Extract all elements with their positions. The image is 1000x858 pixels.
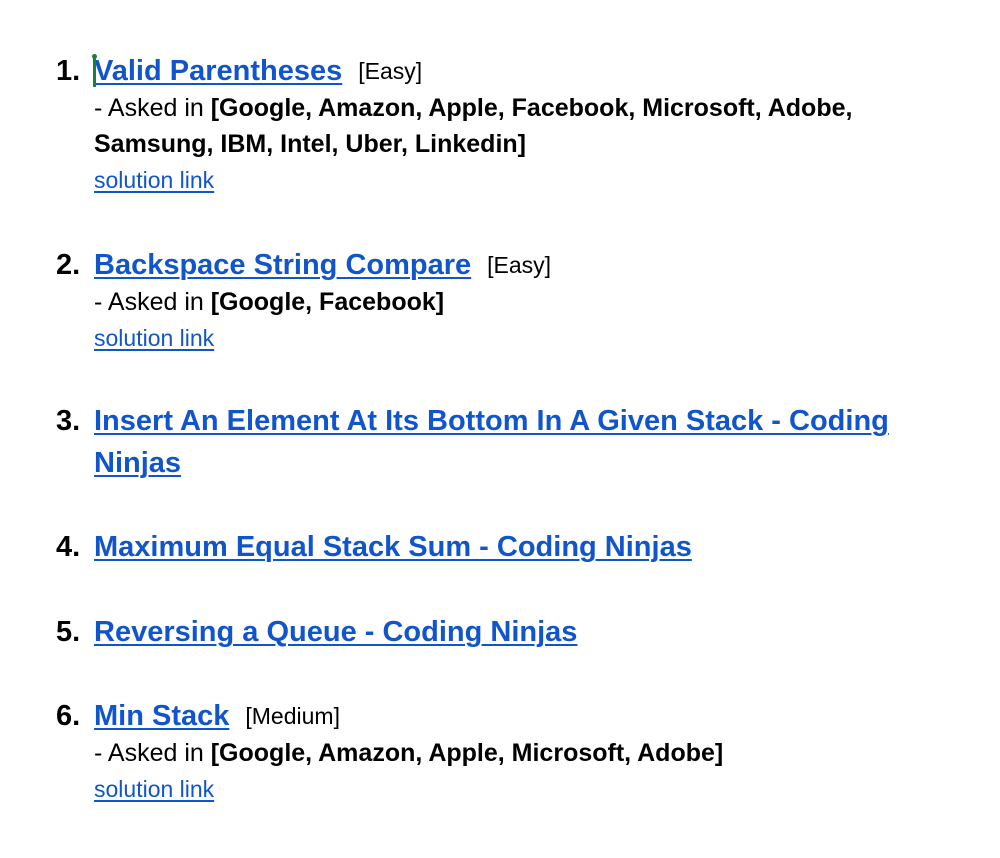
- list-number: 2.: [56, 249, 81, 281]
- list-number: 6.: [56, 700, 81, 732]
- list-number: 4.: [56, 531, 81, 563]
- list-number: 1.: [56, 55, 81, 87]
- asked-in-line: - Asked in [Google, Facebook]: [94, 284, 974, 320]
- asked-in-line: - Asked in [Google, Amazon, Apple, Faceb…: [94, 90, 974, 162]
- solution-link[interactable]: solution link: [94, 167, 215, 193]
- difficulty-label: [Easy]: [358, 58, 423, 84]
- asked-in-prefix: - Asked in: [94, 288, 211, 316]
- problem-title-link-backspace-string-compare[interactable]: Backspace String Compare: [94, 249, 472, 281]
- list-number: 3.: [56, 405, 81, 437]
- solution-link[interactable]: solution link: [94, 776, 215, 802]
- solution-link[interactable]: solution link: [94, 325, 215, 351]
- list-number: 5.: [56, 616, 81, 648]
- text-cursor: [92, 54, 97, 87]
- problem-title-link-insert-element-bottom-stack[interactable]: Insert An Element At Its Bottom In A Giv…: [94, 405, 889, 479]
- companies-list: [Google, Amazon, Apple, Microsoft, Adobe…: [210, 739, 724, 767]
- asked-in-prefix: - Asked in: [94, 94, 211, 122]
- difficulty-label: [Easy]: [487, 252, 552, 278]
- difficulty-label: [Medium]: [245, 703, 340, 729]
- companies-list: [Google, Facebook]: [210, 288, 445, 316]
- companies-list: [Google, Amazon, Apple, Facebook, Micros…: [94, 94, 853, 158]
- problem-title-link-min-stack[interactable]: Min Stack: [94, 700, 230, 732]
- problem-title-link-reversing-a-queue[interactable]: Reversing a Queue - Coding Ninjas: [94, 616, 578, 648]
- problem-title-link-maximum-equal-stack-sum[interactable]: Maximum Equal Stack Sum - Coding Ninjas: [94, 531, 692, 563]
- problem-title-link-valid-parentheses[interactable]: Valid Parentheses: [94, 55, 343, 87]
- asked-in-prefix: - Asked in: [94, 739, 211, 767]
- asked-in-line: - Asked in [Google, Amazon, Apple, Micro…: [94, 735, 974, 771]
